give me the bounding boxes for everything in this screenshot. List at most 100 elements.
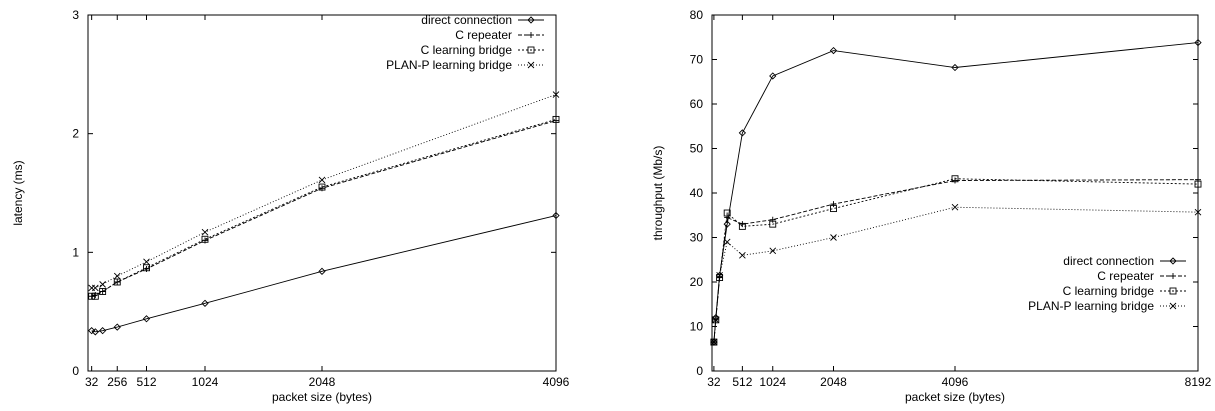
data-point xyxy=(318,183,326,191)
data-point xyxy=(769,72,777,80)
data-point xyxy=(769,220,777,228)
y-tick-label: 0 xyxy=(696,364,703,378)
data-point xyxy=(739,251,746,259)
data-point xyxy=(99,281,106,288)
series-line xyxy=(91,118,557,297)
data-point xyxy=(723,220,731,228)
data-point xyxy=(710,338,718,346)
data-point xyxy=(712,316,720,324)
x-tick-label: 32 xyxy=(85,375,99,389)
data-point xyxy=(552,115,560,123)
data-point xyxy=(552,91,560,98)
data-point xyxy=(91,292,99,300)
data-point xyxy=(951,203,959,211)
legend-marker xyxy=(1169,302,1177,310)
y-tick-label: 30 xyxy=(690,231,704,245)
y-tick-label: 20 xyxy=(690,275,704,289)
data-point xyxy=(143,264,150,272)
series-line xyxy=(91,94,557,289)
x-tick-label: 1024 xyxy=(759,375,786,389)
data-point xyxy=(1194,180,1202,188)
x-tick-label: 1024 xyxy=(192,375,219,389)
data-point xyxy=(91,284,99,292)
series-line xyxy=(91,215,557,333)
data-point xyxy=(829,46,838,55)
legend-label: PLAN-P learning bridge xyxy=(386,58,512,72)
data-point xyxy=(113,323,121,331)
series-1 xyxy=(88,117,559,300)
data-point xyxy=(91,328,99,336)
legend-label: direct connection xyxy=(421,13,512,27)
data-point xyxy=(113,278,121,286)
y-tick-label: 0 xyxy=(72,364,79,378)
y-tick-label: 1 xyxy=(72,245,79,259)
series-line xyxy=(91,120,557,297)
legend-marker xyxy=(527,61,535,69)
y-tick-label: 80 xyxy=(690,8,704,22)
data-point xyxy=(769,216,776,223)
throughput-chart: 32 512 1024 2048 4096 8192 0 10 20 30 40 50 60 70 80 pa… xyxy=(651,8,1212,404)
legend-marker xyxy=(1169,287,1177,295)
data-point xyxy=(318,267,326,275)
data-point xyxy=(1195,176,1201,183)
data-point xyxy=(738,129,747,137)
y-axis-label: throughput (Mb/s) xyxy=(651,146,665,241)
x-tick-label: 512 xyxy=(732,375,752,389)
y-tick-label: 40 xyxy=(690,186,704,200)
data-point xyxy=(830,234,837,241)
y-tick-label: 10 xyxy=(690,320,704,334)
legend-label: C repeater xyxy=(1097,269,1154,283)
x-tick-label: 4096 xyxy=(942,375,969,389)
data-point xyxy=(88,327,96,335)
data-point xyxy=(724,214,731,221)
data-point xyxy=(143,258,150,266)
data-point xyxy=(830,201,837,208)
x-tick-label: 2048 xyxy=(309,375,336,389)
data-point xyxy=(951,175,959,183)
legend-label: C learning bridge xyxy=(1063,284,1155,298)
data-point xyxy=(201,228,209,236)
legend-marker xyxy=(1170,273,1176,279)
data-point xyxy=(142,315,151,323)
legend-marker xyxy=(1169,257,1177,265)
y-tick-label: 50 xyxy=(690,142,704,156)
latency-chart: 32 256 512 1024 2048 4096 0 1 2 3 packet size (byt… xyxy=(11,8,570,404)
data-point xyxy=(716,274,724,281)
x-axis-label: packet size (bytes) xyxy=(272,390,372,404)
series-3 xyxy=(88,91,560,292)
x-tick-label: 512 xyxy=(136,375,156,389)
data-point xyxy=(738,222,746,230)
data-point xyxy=(113,272,121,280)
data-point xyxy=(98,327,107,335)
y-axis-label: latency (ms) xyxy=(11,160,25,225)
x-tick-label: 256 xyxy=(107,375,127,389)
x-axis-label: packet size (bytes) xyxy=(905,390,1005,404)
legend-label: C repeater xyxy=(455,28,512,42)
data-point xyxy=(88,292,96,300)
series-2 xyxy=(88,115,560,300)
y-tick-label: 3 xyxy=(72,8,79,22)
data-point xyxy=(552,211,560,220)
data-point xyxy=(201,299,209,307)
data-point xyxy=(710,338,718,346)
series-0 xyxy=(88,211,560,336)
data-point xyxy=(201,235,209,243)
data-point xyxy=(1194,208,1202,216)
data-point xyxy=(716,272,723,279)
series-3 xyxy=(710,203,1202,346)
legend-marker xyxy=(527,46,535,54)
legend-marker xyxy=(527,16,535,24)
data-point xyxy=(1194,38,1202,47)
legend-label: direct connection xyxy=(1063,254,1154,268)
legend-marker xyxy=(528,32,534,38)
data-point xyxy=(712,316,720,324)
x-tick-label: 32 xyxy=(707,375,721,389)
data-point xyxy=(951,63,959,72)
series-line xyxy=(713,206,1199,343)
data-point xyxy=(830,205,837,213)
y-tick-label: 2 xyxy=(72,127,79,141)
data-point xyxy=(318,176,326,184)
x-tick-label: 8192 xyxy=(1185,375,1212,389)
y-tick-label: 60 xyxy=(690,97,704,111)
